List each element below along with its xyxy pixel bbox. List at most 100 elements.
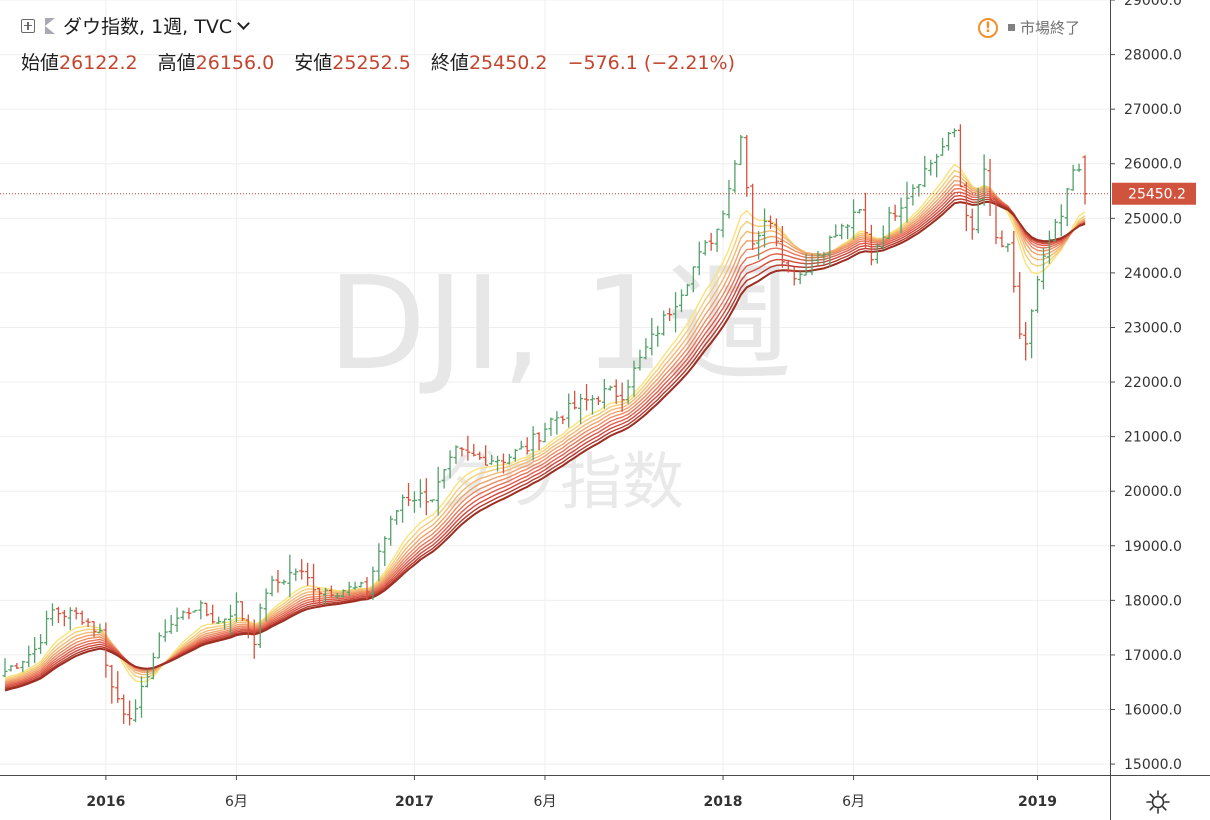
ohlc-bar [417, 479, 423, 508]
ohlc-bar [862, 192, 868, 249]
chart-header: ダウ指数, 1週, TVC 始値26122.2 高値26156.0 安値2525… [0, 0, 1110, 80]
ohlc-bar [524, 437, 530, 455]
ohlc-bar [500, 453, 506, 474]
ohlc-bar [156, 632, 162, 659]
ohlc-bar [263, 588, 269, 622]
ohlc-bar [857, 208, 863, 214]
ohlc-bar [1076, 163, 1082, 172]
ohlc-bar [115, 671, 121, 703]
ma-line-12 [4, 169, 1086, 681]
low-value: 25252.5 [332, 52, 411, 74]
ohlc-bar [773, 218, 779, 247]
ohlc-bar [150, 652, 156, 680]
ohlc-bar [61, 610, 67, 627]
ohlc-bar [613, 379, 619, 404]
ohlc-bars [2, 124, 1088, 726]
y-tick-label: 15000.0 [1124, 757, 1182, 773]
ohlc-bar [477, 451, 483, 460]
ohlc-bar [222, 618, 228, 630]
ohlc-bar [20, 660, 26, 673]
ohlc-bar [1046, 230, 1052, 264]
open-value: 26122.2 [59, 52, 138, 74]
ohlc-bar [625, 379, 631, 404]
ohlc-bar [809, 253, 815, 276]
ohlc-bar [32, 637, 38, 664]
ohlc-bar [667, 308, 673, 322]
y-tick-label: 17000.0 [1124, 648, 1182, 664]
ohlc-bar [963, 181, 969, 232]
y-tick-label: 16000.0 [1124, 703, 1182, 719]
ohlc-bar [643, 338, 649, 360]
ohlc-bar [779, 225, 785, 268]
chevron-down-icon[interactable] [237, 16, 250, 30]
ohlc-bar [489, 455, 495, 465]
ohlc-bar [833, 224, 839, 238]
ohlc-bar [85, 618, 91, 627]
ohlc-bar [49, 603, 55, 626]
x-tick-label: 2016 [86, 794, 125, 810]
ohlc-bar [951, 128, 957, 138]
ohlc-bar [892, 204, 898, 221]
ohlc-bar [2, 658, 8, 678]
ohlc-bar [601, 378, 607, 409]
ohlc-bar [334, 592, 340, 599]
ohlc-bar [916, 183, 922, 197]
ohlc-bar [210, 604, 216, 624]
ohlc-bar [364, 576, 370, 600]
ohlc-bar [542, 422, 548, 443]
ohlc-bar [732, 160, 738, 193]
ohlc-bar [969, 208, 975, 240]
ohlc-bar [293, 568, 299, 581]
ohlc-bar [411, 491, 417, 513]
ohlc-bar [14, 663, 20, 670]
warning-icon[interactable]: ! [978, 17, 998, 38]
ohlc-bar [851, 199, 857, 240]
ohlc-bar [465, 435, 471, 461]
ohlc-bar [239, 601, 245, 621]
ohlc-bar [495, 455, 501, 472]
ohlc-bar [655, 325, 661, 347]
ohlc-bar [38, 634, 44, 654]
ohlc-bar [904, 181, 910, 223]
ohlc-bar [471, 443, 477, 457]
ohlc-bar [127, 700, 133, 726]
ohlc-bar [548, 417, 554, 437]
status-dot-icon [1008, 24, 1015, 31]
y-tick-label: 18000.0 [1124, 593, 1182, 609]
market-status: ! 市場終了 [978, 17, 1080, 38]
y-tick-label: 26000.0 [1124, 157, 1182, 173]
ohlc-bar [744, 135, 750, 197]
ohlc-bar [554, 411, 560, 435]
ohlc-bar [880, 225, 886, 250]
ohlc-bar [797, 271, 803, 285]
change-value: −576.1 (−2.21%) [567, 52, 736, 74]
ohlc-bar [346, 581, 352, 596]
ohlc-bar [512, 448, 518, 462]
symbol-title[interactable]: ダウ指数, 1週, TVC [63, 16, 233, 38]
ohlc-bar [121, 694, 127, 724]
x-tick-label: 2019 [1018, 794, 1057, 810]
ohlc-bar [44, 610, 50, 646]
ohlc-bar [275, 570, 281, 593]
ohlc-bar [928, 159, 934, 176]
flag-icon[interactable] [45, 17, 55, 34]
ohlc-bar [186, 607, 192, 620]
ohlc-bar [1064, 187, 1070, 227]
ohlc-bar [26, 645, 32, 668]
ohlc-bar [868, 224, 874, 266]
ma-line-20 [4, 187, 1086, 686]
ohlc-bar [79, 610, 85, 625]
x-axis[interactable]: 2016 6月 2017 6月 2018 6月 2019 [86, 775, 1057, 810]
y-axis[interactable]: 15000.0 16000.0 17000.0 18000.0 19000.0 20000… [1110, 0, 1182, 773]
ohlc-bar [174, 607, 180, 632]
ohlc-bar [607, 385, 613, 391]
ohlc-bar [910, 184, 916, 206]
ohlc-bar [767, 215, 773, 230]
ohlc-bar [702, 240, 708, 256]
settings-gear-icon[interactable] [1144, 788, 1172, 816]
ohlc-bar [441, 469, 447, 489]
ohlc-bar [204, 602, 210, 617]
expand-icon[interactable] [21, 18, 35, 33]
ohlc-bar [589, 395, 595, 415]
ohlc-bar [8, 665, 14, 672]
